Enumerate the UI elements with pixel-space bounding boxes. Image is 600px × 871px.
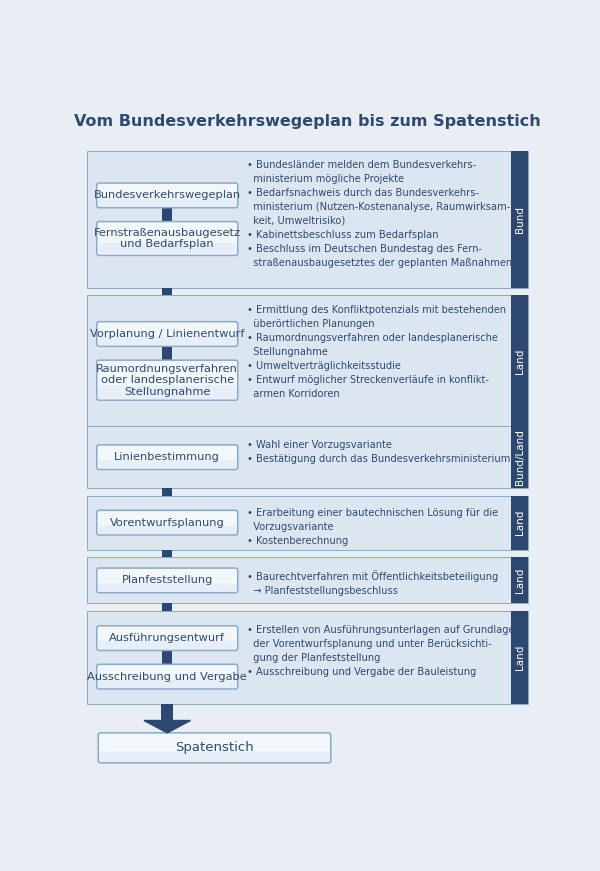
FancyBboxPatch shape <box>97 665 238 689</box>
FancyBboxPatch shape <box>97 337 237 346</box>
FancyBboxPatch shape <box>97 568 238 592</box>
Bar <box>511 427 529 488</box>
Text: • Ermittlung des Konfliktpotenzials mit bestehenden
  überörtlichen Planungen
• : • Ermittlung des Konfliktpotenzials mit … <box>247 305 506 399</box>
FancyBboxPatch shape <box>97 221 238 255</box>
Bar <box>86 611 529 704</box>
FancyBboxPatch shape <box>98 733 331 763</box>
Text: Vorentwurfsplanung: Vorentwurfsplanung <box>110 517 224 528</box>
Text: Land: Land <box>515 645 525 670</box>
Text: Planfeststellung: Planfeststellung <box>122 576 213 585</box>
FancyBboxPatch shape <box>97 445 238 469</box>
FancyBboxPatch shape <box>97 625 238 651</box>
Text: Land: Land <box>515 568 525 593</box>
Bar <box>511 557 529 604</box>
FancyBboxPatch shape <box>97 321 238 347</box>
Text: Vorplanung / Linienentwurf: Vorplanung / Linienentwurf <box>90 329 244 339</box>
Text: Vom Bundesverkehrswegeplan bis zum Spatenstich: Vom Bundesverkehrswegeplan bis zum Spate… <box>74 114 541 129</box>
Bar <box>86 427 529 488</box>
Text: Land: Land <box>515 510 525 536</box>
Text: Ausführungsentwurf: Ausführungsentwurf <box>109 633 225 643</box>
Bar <box>162 287 172 295</box>
Text: • Wahl einer Vorzugsvariante
• Bestätigung durch das Bundesverkehrsministerium: • Wahl einer Vorzugsvariante • Bestätigu… <box>247 440 511 464</box>
Bar <box>86 295 529 427</box>
Bar <box>162 550 172 557</box>
FancyBboxPatch shape <box>97 243 237 254</box>
FancyBboxPatch shape <box>97 199 237 207</box>
FancyBboxPatch shape <box>97 385 237 400</box>
Polygon shape <box>144 720 190 733</box>
Text: Bund: Bund <box>515 206 525 233</box>
Text: Linienbestimmung: Linienbestimmung <box>114 452 220 463</box>
Bar <box>162 347 172 361</box>
Bar <box>511 611 529 704</box>
FancyBboxPatch shape <box>97 460 237 469</box>
Text: Fernstraßenausbaugesetz
und Bedarfsplan: Fernstraßenausbaugesetz und Bedarfsplan <box>94 227 241 249</box>
Text: Spatenstich: Spatenstich <box>175 741 254 754</box>
Text: Bund/Land: Bund/Land <box>515 429 525 485</box>
Text: • Erstellen von Ausführungsunterlagen auf Grundlage
  der Vorentwurfsplanung und: • Erstellen von Ausführungsunterlagen au… <box>247 625 515 677</box>
Bar <box>162 207 172 221</box>
FancyBboxPatch shape <box>97 679 237 688</box>
Bar <box>86 496 529 550</box>
Bar <box>162 488 172 496</box>
Bar <box>162 651 172 665</box>
FancyBboxPatch shape <box>97 510 238 535</box>
FancyBboxPatch shape <box>97 584 237 592</box>
Bar <box>511 496 529 550</box>
Text: Ausschreibung und Vergabe: Ausschreibung und Vergabe <box>88 672 247 682</box>
FancyBboxPatch shape <box>97 641 237 650</box>
FancyBboxPatch shape <box>99 752 330 762</box>
Bar <box>161 704 173 720</box>
FancyBboxPatch shape <box>97 525 237 534</box>
FancyBboxPatch shape <box>97 183 238 207</box>
FancyBboxPatch shape <box>97 361 238 400</box>
Bar <box>511 151 529 287</box>
Text: • Erarbeitung einer bautechnischen Lösung für die
  Vorzugsvariante
• Kostenbere: • Erarbeitung einer bautechnischen Lösun… <box>247 508 498 546</box>
Bar <box>86 151 529 287</box>
Text: Land: Land <box>515 348 525 374</box>
Text: Raumordnungsverfahren
oder landesplanerische
Stellungnahme: Raumordnungsverfahren oder landesplaneri… <box>96 363 238 397</box>
Text: Bundesverkehrswegeplan: Bundesverkehrswegeplan <box>94 191 241 200</box>
Bar <box>511 295 529 427</box>
Bar <box>162 604 172 611</box>
Bar <box>86 557 529 604</box>
Text: • Baurechtverfahren mit Öffentlichkeitsbeteiligung
  → Planfeststellungsbeschlus: • Baurechtverfahren mit Öffentlichkeitsb… <box>247 570 499 596</box>
Text: • Bundesländer melden dem Bundesverkehrs-
  ministerium mögliche Projekte
• Beda: • Bundesländer melden dem Bundesverkehrs… <box>247 160 512 268</box>
